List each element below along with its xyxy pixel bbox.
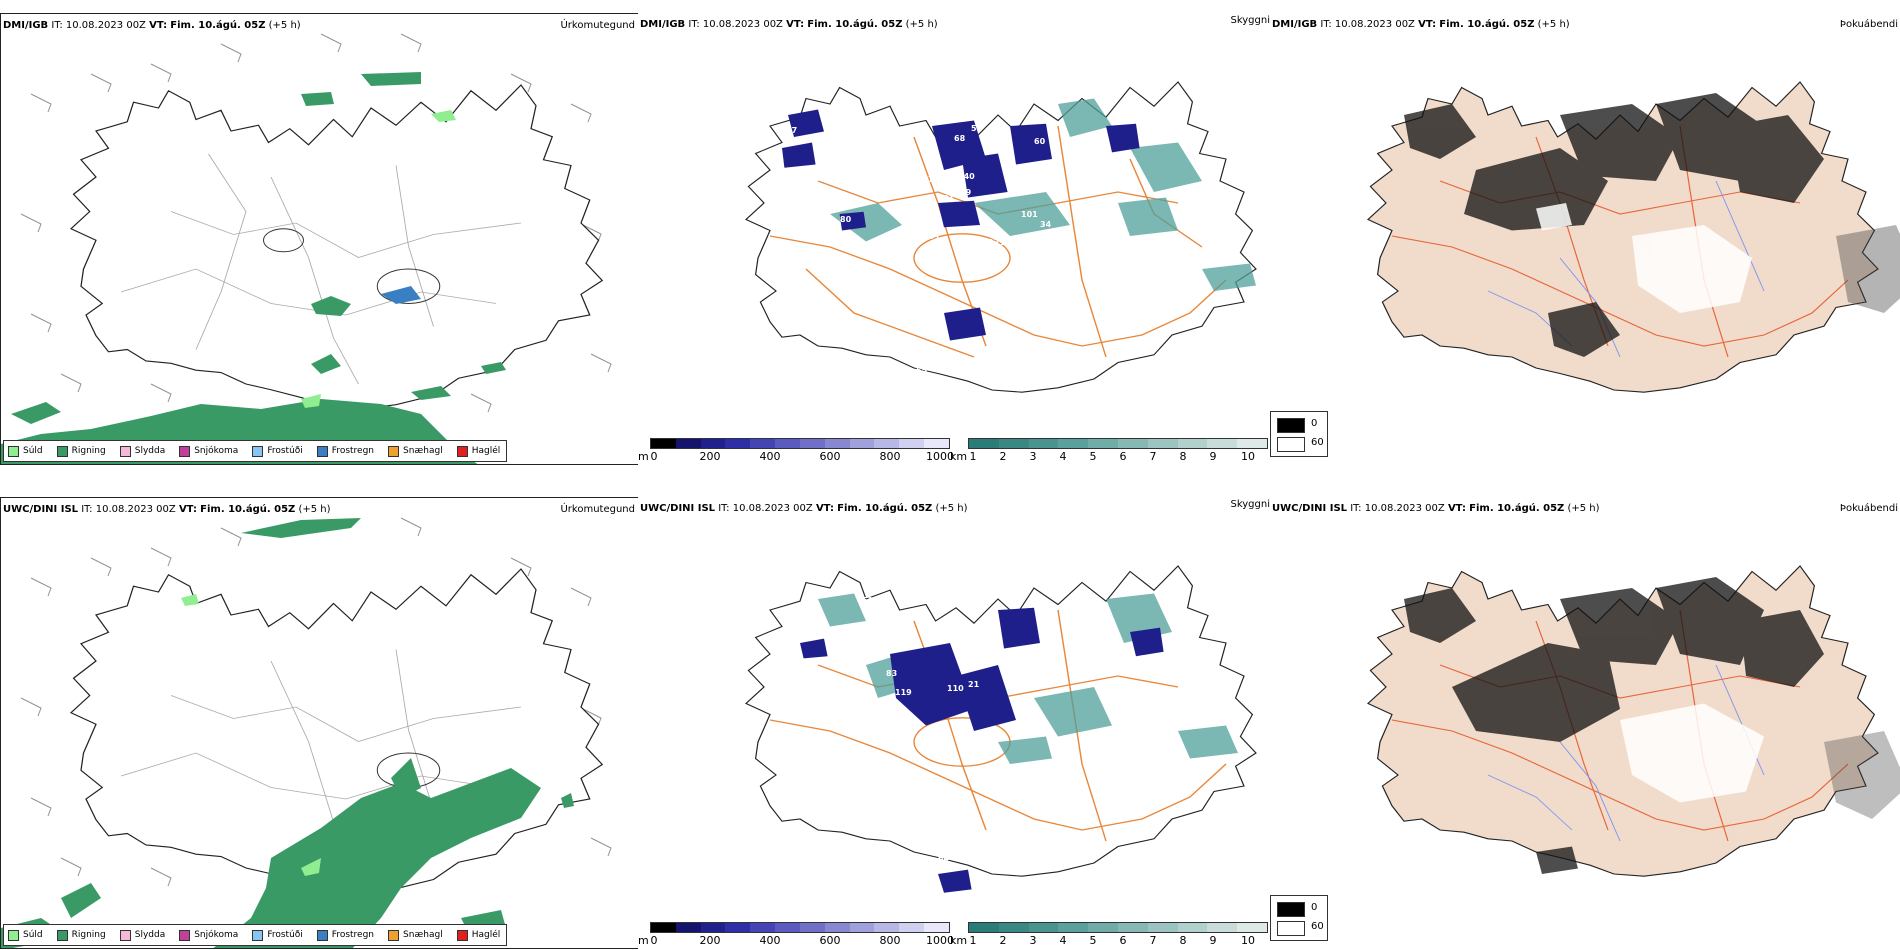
legend-item-rain: Rigning (56, 445, 106, 457)
panel-uwc-precip-type: UWC/DINI ISL IT: 10.08.2023 00Z VT: Fim.… (0, 497, 640, 949)
cloud-label: 50 (791, 72, 803, 81)
panel-name: Úrkomutegund (560, 20, 635, 31)
fog-legend: 0 60 (1270, 411, 1328, 457)
panel-title: UWC/DINI ISL IT: 10.08.2023 00Z VT: Fim.… (3, 504, 331, 515)
cloud-label: 39 (960, 188, 972, 197)
legend-item-freezing-drizzle: Frostúði (252, 929, 303, 941)
cloud-label: 58 (834, 684, 846, 693)
cloud-label: 80 (849, 686, 861, 695)
legend-item-hail: Haglél (456, 445, 500, 457)
cloud-base-colorbar: m 0 200 400 600 800 1000 (638, 922, 954, 948)
cloud-label: 59 (789, 566, 801, 575)
cloud-label: 23 (988, 238, 999, 247)
panel-name: Þokuábendi (1839, 503, 1898, 514)
cloud-label: 70 (809, 174, 821, 183)
fog-legend: 0 60 (1270, 895, 1328, 941)
cloud-label: 78 (817, 590, 829, 599)
visibility-unit: km (950, 934, 968, 947)
cloud-label: 70 (928, 175, 940, 184)
panel-title: UWC/DINI ISL IT: 10.08.2023 00Z VT: Fim.… (640, 503, 968, 514)
cloud-label: 80 (840, 215, 852, 224)
legend-item-drizzle: Súld (8, 445, 43, 457)
precip-type-legend: Súld Rigning Slydda Snjókoma Frostúði Fr… (3, 924, 508, 946)
legend-item-snow: Snjókoma (179, 929, 238, 941)
panel-title: UWC/DINI ISL IT: 10.08.2023 00Z VT: Fim.… (1272, 503, 1600, 514)
cloud-label: 55 (916, 366, 928, 375)
fog-indicator-map (1367, 81, 1900, 393)
cloud-label: 68 (954, 134, 966, 143)
cloud-label: 15 (762, 564, 774, 573)
cloud-label: 87 (786, 126, 797, 135)
cloud-label: 140 (958, 172, 975, 181)
legend-item-sleet: Slydda (119, 445, 165, 457)
legend-item-graupel: Snæhagl (388, 929, 443, 941)
cloud-label: 93 (908, 227, 919, 236)
legend-item-rain: Rigning (56, 929, 106, 941)
fog-indicator-map (1367, 565, 1900, 877)
panel-name: Úrkomutegund (560, 504, 635, 515)
panel-name: Þokuábendi (1839, 19, 1898, 30)
panel-name: Skyggni (1230, 15, 1270, 26)
cloud-label: 38 (938, 384, 950, 393)
cloud-label: 70 (891, 626, 903, 635)
cloud-label: 56 (971, 124, 983, 133)
legend-item-snow: Snjókoma (179, 445, 238, 457)
cloud-label: 110 (947, 684, 964, 693)
legend-item-drizzle: Súld (8, 929, 43, 941)
cloud-label: 21 (968, 680, 980, 689)
panel-title: DMI/IGB IT: 10.08.2023 00Z VT: Fim. 10.á… (640, 19, 938, 30)
legend-item-freezing-rain: Frostregn (316, 929, 374, 941)
cloud-base-colorbar: m 0 200 400 600 800 1000 (638, 438, 954, 464)
cloud-label: 83 (886, 669, 897, 678)
cloud-label: 100 (805, 72, 822, 81)
precip-type-legend: Súld Rigning Slydda Snjókoma Frostúði Fr… (3, 440, 508, 462)
visibility-unit: km (950, 450, 968, 463)
panel-dmi-cloud-visibility: DMI/IGB IT: 10.08.2023 00Z VT: Fim. 10.á… (638, 13, 1270, 465)
legend-item-hail: Haglél (456, 929, 500, 941)
cloud-label: 10 (1000, 238, 1012, 247)
cloud-label: 96 (902, 636, 914, 645)
cloud-label: 91 (929, 232, 941, 241)
cloud-visibility-map: 15 59 78 61 59 70 96 83 80 58 119 110 21… (745, 564, 1257, 893)
panel-title: DMI/IGB IT: 10.08.2023 00Z VT: Fim. 10.á… (3, 20, 301, 31)
panel-title: DMI/IGB IT: 10.08.2023 00Z VT: Fim. 10.á… (1272, 19, 1570, 30)
cloud-label: 61 (862, 596, 874, 605)
legend-item-graupel: Snæhagl (388, 445, 443, 457)
precip-type-map (1, 33, 612, 464)
cloud-label: 85 (1048, 129, 1060, 138)
cloud-label: 47 (943, 357, 954, 366)
panel-uwc-cloud-visibility: UWC/DINI ISL IT: 10.08.2023 00Z VT: Fim.… (638, 497, 1270, 949)
cloud-label: 101 (1021, 210, 1038, 219)
cloud-label: 119 (895, 688, 912, 697)
cloud-label: 60 (1034, 137, 1046, 146)
panel-name: Skyggni (1230, 499, 1270, 510)
cloud-visibility-map: 50 100 87 70 80 92 93 91 51 70 140 56 39… (745, 72, 1257, 393)
cloud-label: 64 (938, 854, 950, 863)
panel-dmi-fog-indicator: DMI/IGB IT: 10.08.2023 00Z VT: Fim. 10.á… (1270, 13, 1900, 465)
cloud-label: 51 (943, 194, 955, 203)
cloud-base-unit: m (638, 934, 649, 947)
legend-item-freezing-rain: Frostregn (316, 445, 374, 457)
cloud-base-unit: m (638, 450, 649, 463)
panel-dmi-precip-type: DMI/IGB IT: 10.08.2023 00Z VT: Fim. 10.á… (0, 13, 640, 465)
cloud-label: 112 (1093, 610, 1110, 619)
precip-type-map (1, 517, 612, 948)
cloud-label: 59 (934, 606, 946, 615)
cloud-label: 34 (1040, 220, 1052, 229)
panel-uwc-fog-indicator: UWC/DINI ISL IT: 10.08.2023 00Z VT: Fim.… (1270, 497, 1900, 949)
legend-item-sleet: Slydda (119, 929, 165, 941)
legend-item-freezing-drizzle: Frostúði (252, 445, 303, 457)
cloud-label: 92 (774, 228, 785, 237)
